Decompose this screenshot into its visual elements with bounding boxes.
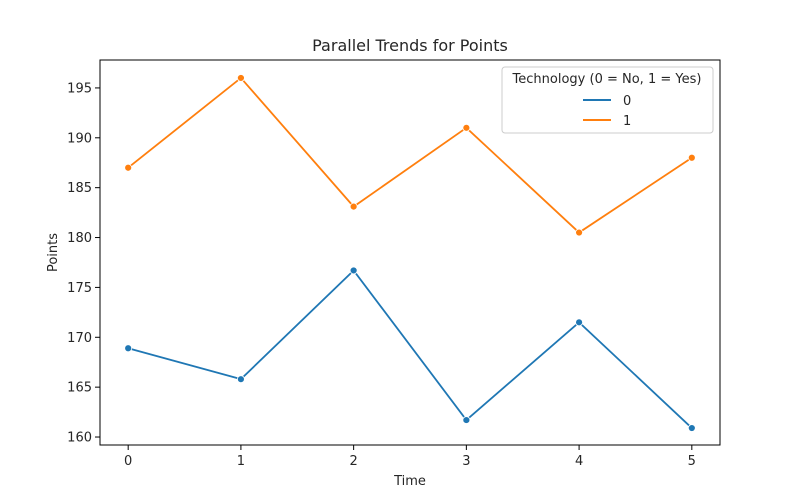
series-0-point <box>349 266 358 275</box>
series-1-point <box>575 228 583 237</box>
y-tick-label: 165 <box>67 381 92 396</box>
x-axis: 0 1 2 3 4 5 <box>124 445 696 469</box>
y-tick-label: 190 <box>67 131 92 146</box>
x-tick-label: 2 <box>349 454 357 469</box>
series-0-point <box>462 416 471 424</box>
x-tick-label: 5 <box>688 454 696 469</box>
y-tick-label: 185 <box>67 181 92 196</box>
x-tick-label: 3 <box>462 454 470 469</box>
x-tick-label: 4 <box>575 454 583 469</box>
series-line-0 <box>127 269 693 429</box>
series-0-point <box>575 318 583 327</box>
x-axis-label: Time <box>393 474 426 489</box>
y-tick-label: 160 <box>67 431 92 446</box>
x-tick-label: 1 <box>237 454 245 469</box>
y-tick-label: 175 <box>67 281 92 296</box>
legend-label-series-1: 1 <box>623 114 631 129</box>
series-0-point <box>237 375 245 384</box>
chart-title: Parallel Trends for Points <box>312 36 508 55</box>
legend: Technology (0 = No, 1 = Yes) 0 1 <box>501 66 714 134</box>
y-axis: 160 165 170 175 180 185 190 195 <box>67 81 100 446</box>
series-0-point <box>124 344 133 353</box>
series-layer <box>124 74 696 432</box>
series-0-point <box>687 424 696 432</box>
y-axis-label: Points <box>46 233 61 272</box>
series-1-point <box>349 202 358 211</box>
series-1-point <box>462 123 471 132</box>
y-tick-label: 180 <box>67 231 92 246</box>
x-tick-label: 0 <box>124 454 132 469</box>
legend-title: Technology (0 = No, 1 = Yes) <box>512 72 702 87</box>
series-1-point <box>687 153 696 162</box>
series-1-point <box>237 74 245 82</box>
plot-area <box>99 59 721 446</box>
y-tick-label: 170 <box>67 331 92 346</box>
legend-label-series-0: 0 <box>623 94 631 109</box>
y-tick-label: 195 <box>67 81 92 96</box>
series-line-1 <box>127 76 693 234</box>
series-1-point <box>124 163 133 172</box>
